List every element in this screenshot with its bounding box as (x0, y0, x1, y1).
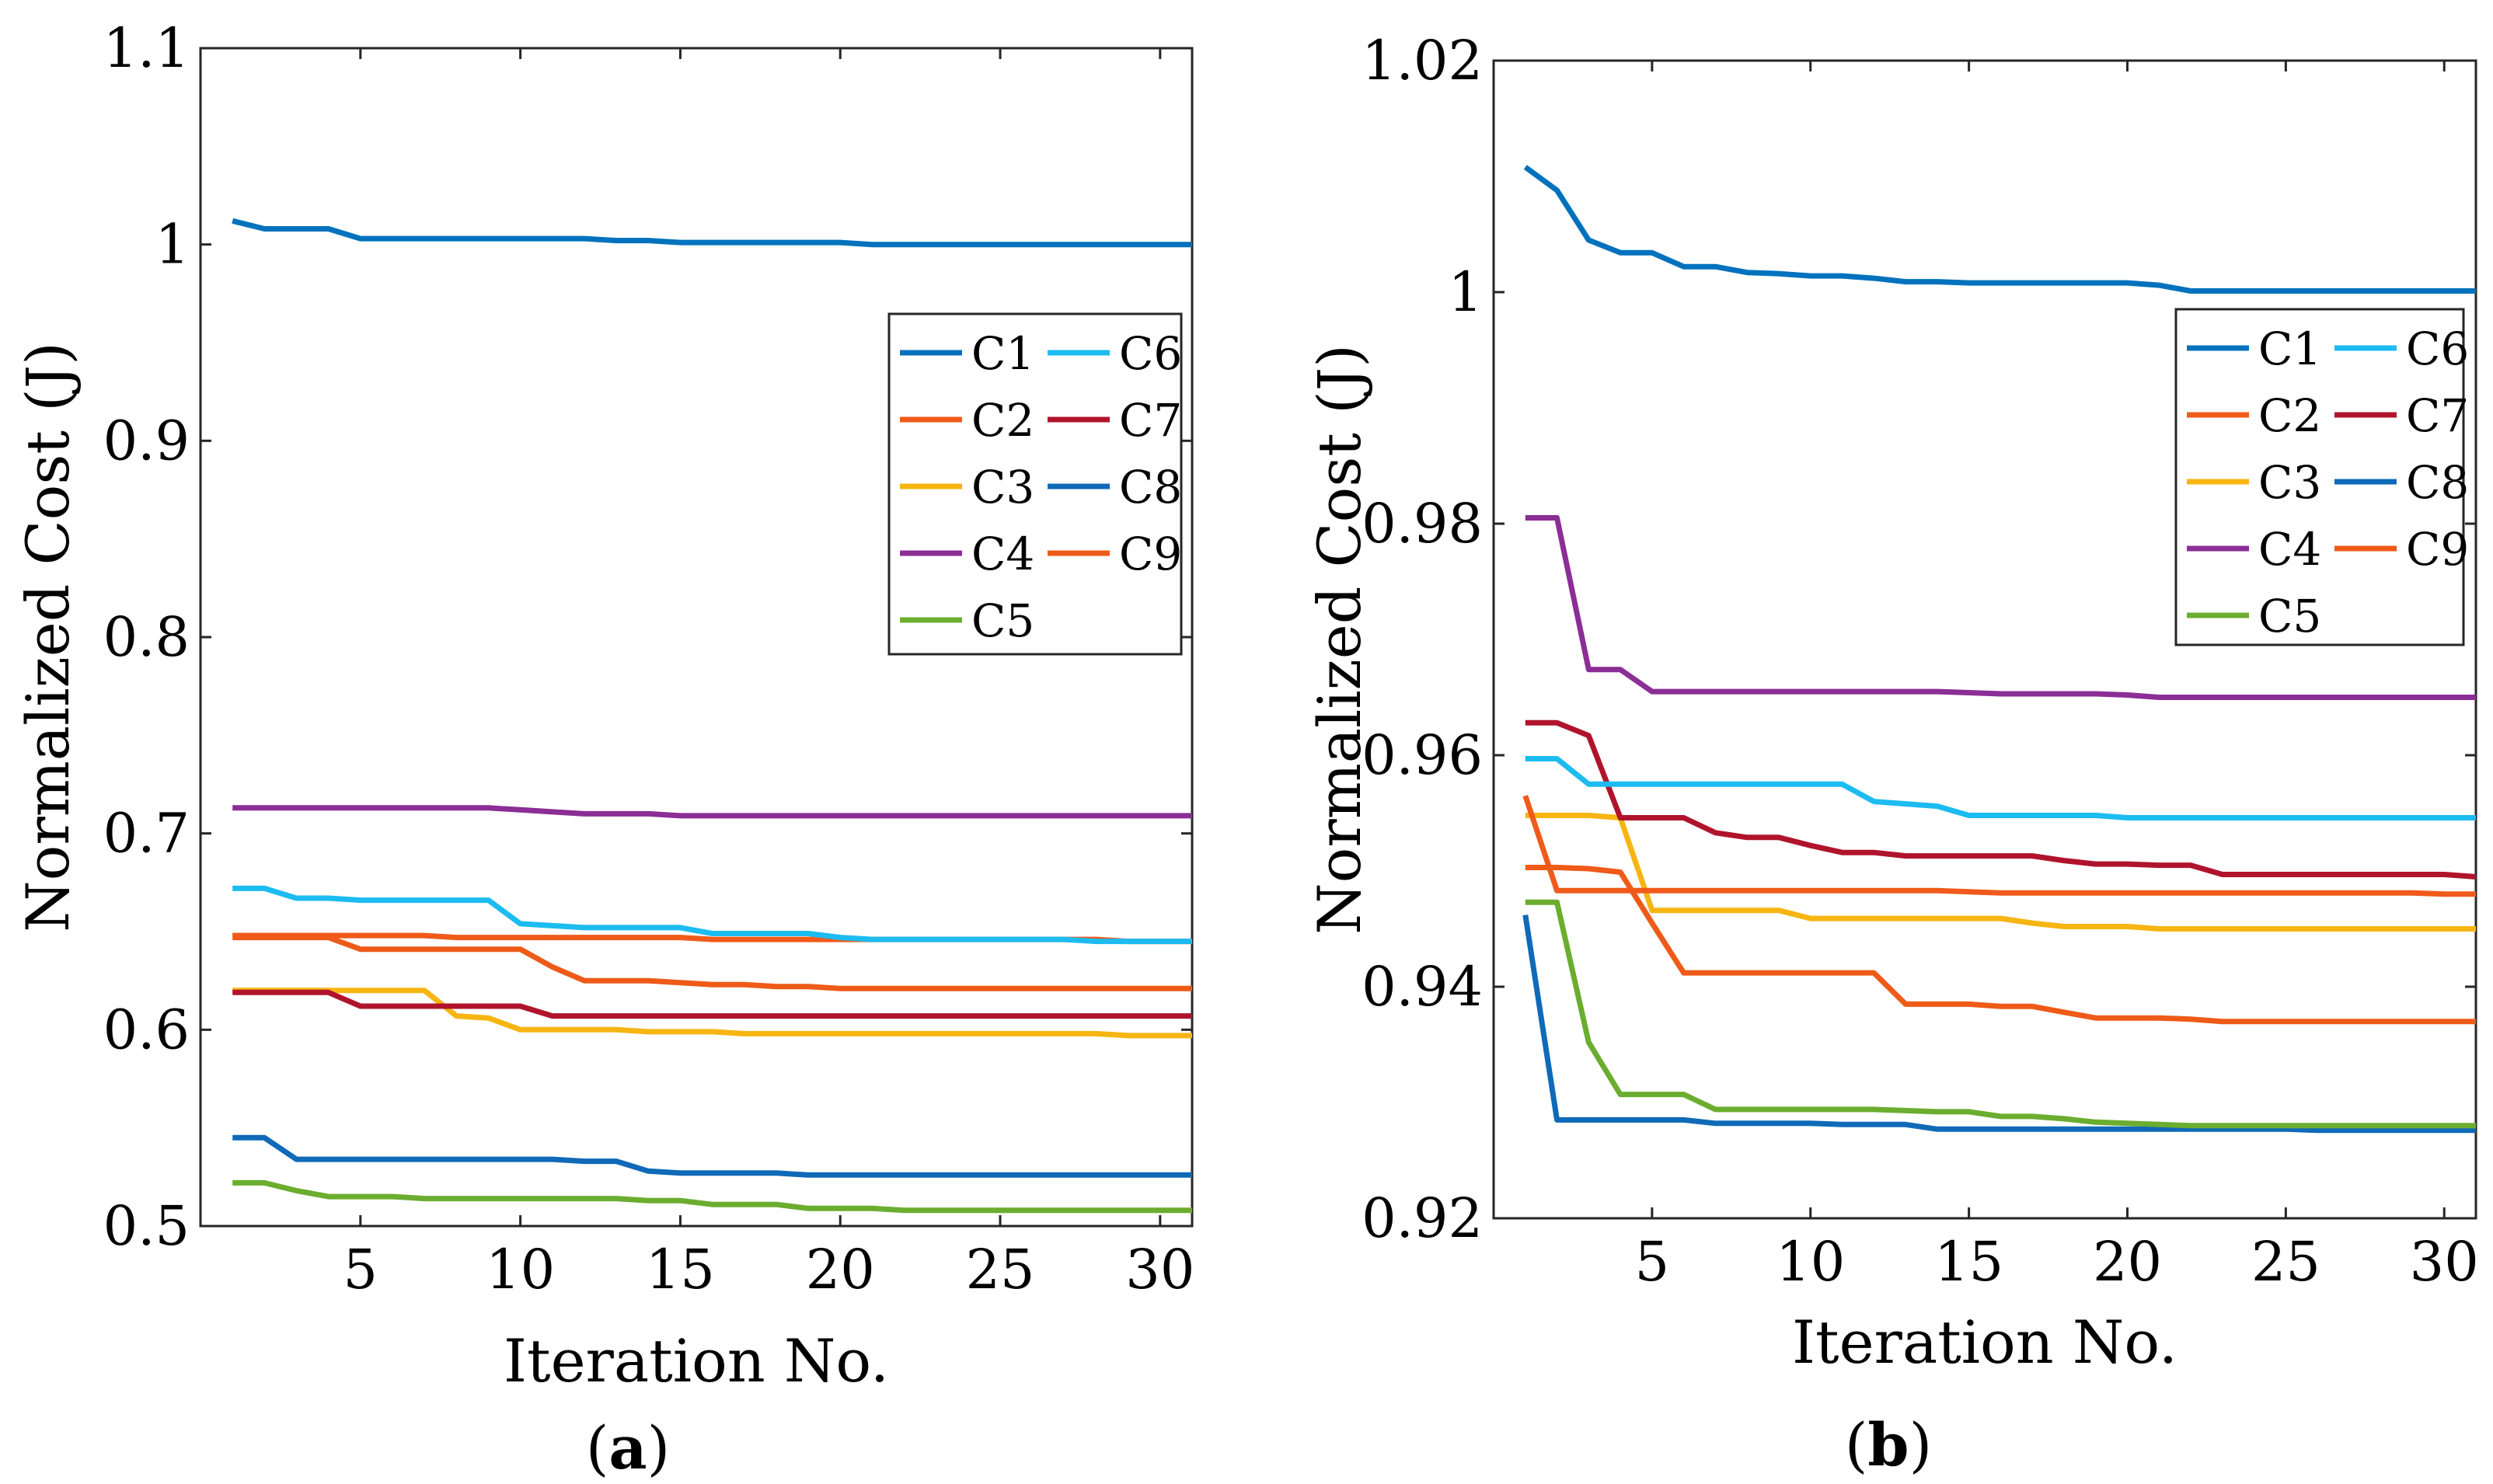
legend-box (2174, 308, 2465, 646)
series-line-c8 (232, 1134, 1192, 1178)
x-tick-label: 25 (965, 1238, 1034, 1301)
x-tick-label: 10 (486, 1238, 555, 1301)
legend-label-c4: C4 (971, 528, 1034, 580)
x-tick-label: 20 (2093, 1230, 2162, 1294)
x-tick-label: 30 (1125, 1238, 1194, 1301)
y-tick-label: 1.02 (1362, 29, 1483, 92)
legend: C1 C2 C3 C4 C5 C6 C7 C8 C9 (887, 312, 1183, 656)
series-line-c3 (1525, 813, 2476, 932)
legend-label-c2: C2 (971, 394, 1034, 447)
x-tick-label: 20 (806, 1238, 875, 1301)
legend-label-c9: C9 (2406, 523, 2469, 576)
legend: C1 C2 C3 C4 C5 C6 C7 C8 C9 (2174, 308, 2469, 646)
legend-label-c7: C7 (1119, 394, 1182, 447)
series-line-c5 (232, 1179, 1192, 1214)
series-line-c7 (1525, 719, 2477, 880)
series-line-c2 (1522, 795, 2476, 897)
y-tick-label: 0.96 (1362, 723, 1483, 787)
y-tick-label: 0.8 (103, 605, 190, 669)
x-tick-label: 15 (646, 1238, 715, 1301)
chart-panel-a: 0.5 0.6 0.7 0.8 0.9 1 1.1 5 10 15 20 25 30 Iteration … (13, 16, 1194, 1482)
legend-label-c8: C8 (1119, 461, 1182, 514)
x-axis-label: Iteration No. (1792, 1308, 2177, 1377)
panel-label: (b) (1845, 1410, 1932, 1479)
y-tick-label: 1.1 (103, 16, 190, 80)
legend-label-c8: C8 (2406, 456, 2469, 509)
legend-label-c3: C3 (2258, 456, 2321, 509)
series-line-c5 (1525, 899, 2476, 1129)
legend-label-c4: C4 (2258, 523, 2321, 576)
legend-label-c5: C5 (2258, 590, 2321, 643)
series-line-c3 (232, 988, 1192, 1039)
y-tick-label: 0.94 (1362, 955, 1483, 1019)
series-line-c7 (232, 989, 1192, 1019)
legend-label-c5: C5 (971, 594, 1034, 647)
legend-label-c6: C6 (1119, 327, 1182, 380)
legend-label-c1: C1 (971, 327, 1034, 380)
x-tick-label: 25 (2251, 1230, 2320, 1294)
series-line-c1 (232, 218, 1192, 248)
series-line-c4 (1525, 515, 2476, 700)
y-tick-label: 1 (155, 213, 190, 277)
series-line-c9 (232, 935, 1192, 991)
legend-label-c9: C9 (1119, 528, 1182, 580)
series-line-c1 (1523, 165, 2476, 294)
y-tick-label: 0.98 (1362, 492, 1483, 556)
y-tick-label: 0.6 (103, 998, 190, 1061)
legend-label-c3: C3 (971, 461, 1034, 514)
y-tick-label: 1 (1448, 260, 1483, 324)
y-axis-label: Normalized Cost (J) (1305, 344, 1374, 935)
legend-label-c6: C6 (2406, 322, 2469, 375)
series-line-c6 (232, 885, 1192, 945)
series-line-c9 (1525, 865, 2476, 1025)
y-tick-label: 0.5 (103, 1194, 190, 1258)
legend-label-c1: C1 (2258, 322, 2321, 375)
x-tick-label: 15 (1934, 1230, 2003, 1294)
series-line-c8 (1522, 914, 2476, 1134)
legend-label-c2: C2 (2258, 389, 2321, 442)
x-tick-label: 10 (1776, 1230, 1845, 1294)
chart-panel-b: 0.92 0.94 0.96 0.98 1 1.02 5 10 15 20 25 30 Iteratio… (1305, 29, 2479, 1479)
series-line-c4 (232, 805, 1192, 819)
legend-label-c7: C7 (2406, 389, 2469, 442)
x-tick-label: 30 (2410, 1230, 2479, 1294)
y-axis-label: Normalized Cost (J) (13, 342, 82, 932)
y-tick-label: 0.92 (1362, 1186, 1483, 1250)
panel-label: (a) (586, 1413, 671, 1482)
x-tick-label: 5 (1635, 1230, 1670, 1294)
x-axis-label: Iteration No. (504, 1326, 889, 1395)
y-tick-label: 0.7 (103, 802, 190, 866)
series-line-c6 (1525, 756, 2476, 820)
y-tick-label: 0.9 (103, 409, 190, 472)
x-tick-label: 5 (343, 1238, 378, 1301)
